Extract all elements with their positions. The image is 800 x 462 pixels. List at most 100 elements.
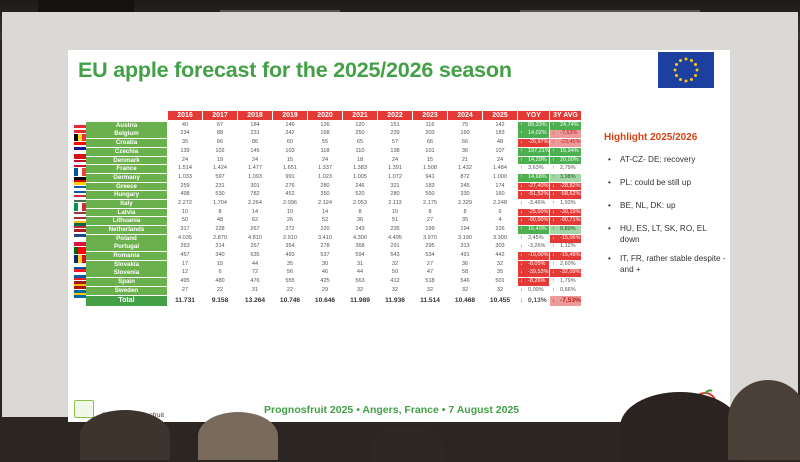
arrow-down-icon: ↓ bbox=[552, 130, 555, 137]
flag-denmark-icon bbox=[74, 159, 86, 168]
percent-text: 0,00% bbox=[528, 286, 544, 293]
table-cell: 518 bbox=[425, 278, 435, 285]
flag-stripe bbox=[74, 194, 86, 198]
three-year-avg-change: ↓ -15,48% bbox=[550, 252, 581, 260]
flag-stripe bbox=[74, 185, 86, 189]
table-cell: 36 bbox=[461, 147, 469, 154]
yoy-change: ↑ 14,68% bbox=[518, 173, 549, 182]
table-cell: 32 bbox=[496, 260, 504, 267]
table-cell: 991 bbox=[285, 173, 295, 180]
percent-text: -32,09% bbox=[560, 269, 581, 276]
three-year-avg-change: ↓ -15,06% bbox=[550, 234, 581, 243]
table-cell: 151 bbox=[390, 121, 400, 128]
audience-head bbox=[728, 380, 800, 460]
country-label: France bbox=[86, 165, 167, 174]
table-cell: 350 bbox=[320, 191, 330, 198]
table-cell: 142 bbox=[495, 121, 505, 128]
flag-stripe bbox=[74, 147, 86, 150]
table-cell: 35 bbox=[496, 269, 504, 276]
flag-stripe bbox=[78, 246, 82, 255]
prognosfruit-logo-icon bbox=[74, 400, 94, 418]
percent-text: 0,13% bbox=[528, 296, 547, 304]
flag-stripe bbox=[74, 144, 86, 148]
table-cell: 368 bbox=[355, 243, 365, 250]
flag-slovakia-icon bbox=[74, 264, 86, 272]
projection-screen: EU apple forecast for the 2025/2026 seas… bbox=[2, 12, 798, 422]
three-year-avg-change: ↑ 1,12% bbox=[550, 243, 581, 251]
table-cell: 46 bbox=[321, 269, 329, 276]
table-cell: 272 bbox=[285, 226, 295, 233]
flag-germany-icon bbox=[74, 177, 86, 185]
three-year-avg-change: ↓ -90,71% bbox=[550, 217, 581, 226]
table-cell: 452 bbox=[285, 191, 295, 198]
three-year-avg-change: ↓ -23,45% bbox=[550, 139, 581, 147]
flag-stripe bbox=[82, 246, 86, 255]
percent-text: -90,71% bbox=[560, 217, 581, 224]
table-cell: 280 bbox=[320, 182, 330, 189]
table-cell: 555 bbox=[285, 278, 295, 285]
percent-text: -90,00% bbox=[528, 217, 549, 224]
table-cell: 12 bbox=[181, 269, 189, 276]
column-header: 3Y AVG bbox=[550, 111, 581, 120]
country-label: Poland bbox=[86, 234, 167, 243]
three-year-avg-change: ↓ -58,62% bbox=[550, 191, 581, 200]
flag-stripe bbox=[74, 159, 86, 163]
table-cell: 1.337 bbox=[318, 165, 332, 172]
table-cell: 872 bbox=[460, 173, 470, 180]
table-cell: 491 bbox=[460, 252, 470, 259]
percent-text: 197,21% bbox=[528, 147, 549, 154]
table-cell: 24 bbox=[181, 156, 189, 163]
arrow-down-icon: ↓ bbox=[520, 191, 523, 198]
table-cell: 295 bbox=[425, 243, 435, 250]
arrow-down-icon: ↓ bbox=[520, 139, 523, 146]
table-cell: 4 bbox=[498, 217, 502, 224]
three-year-avg-change: ↓ -7,53% bbox=[550, 295, 581, 306]
table-cell: 530 bbox=[215, 191, 225, 198]
percent-text: -3,26% bbox=[528, 243, 546, 250]
eu-star-icon bbox=[684, 79, 688, 83]
table-cell: 220 bbox=[320, 226, 330, 233]
flag-latvia-icon bbox=[74, 211, 86, 220]
table-cell: 2.053 bbox=[353, 199, 367, 206]
column-header: 2018 bbox=[238, 111, 272, 120]
flag-stripe bbox=[78, 203, 82, 211]
yoy-change: ↓ -90,00% bbox=[518, 217, 549, 226]
table-cell: 635 bbox=[250, 252, 260, 259]
table-cell: 231 bbox=[215, 182, 225, 189]
highlight-title: Highlight 2025/2026 bbox=[604, 132, 698, 143]
table-cell: 1.484 bbox=[493, 165, 507, 172]
percent-text: 3,63% bbox=[528, 165, 544, 172]
flag-romania-icon bbox=[74, 255, 86, 263]
flag-stripe bbox=[74, 266, 86, 270]
table-cell: 32 bbox=[426, 286, 434, 293]
table-cell: 203 bbox=[425, 130, 435, 137]
table-cell: 534 bbox=[425, 252, 435, 259]
table-cell: 22 bbox=[286, 286, 294, 293]
table-cell: 29 bbox=[321, 286, 329, 293]
flag-stripe bbox=[74, 216, 86, 220]
table-cell: 263 bbox=[180, 243, 190, 250]
arrow-down-icon: ↓ bbox=[552, 252, 555, 259]
flag-stripe bbox=[78, 133, 82, 142]
percent-text: -23,45% bbox=[560, 139, 581, 146]
table-cell: 4.300 bbox=[353, 234, 367, 241]
three-year-avg-change: ↑ 1,93% bbox=[550, 200, 581, 208]
three-year-avg-change: ↓ -28,82% bbox=[550, 182, 581, 191]
table-cell: 476 bbox=[250, 278, 260, 285]
arrow-down-icon: ↓ bbox=[552, 296, 556, 304]
table-cell: 44 bbox=[251, 260, 259, 267]
flag-stripe bbox=[74, 246, 78, 255]
table-cell: 40 bbox=[181, 121, 189, 128]
arrow-down-icon: ↓ bbox=[520, 252, 523, 259]
table-cell: 10 bbox=[286, 208, 294, 215]
yoy-change: ↓ -3,46% bbox=[518, 200, 549, 208]
arrow-down-icon: ↓ bbox=[520, 278, 523, 285]
total-value: 13.264 bbox=[244, 296, 266, 304]
percent-text: 2,60% bbox=[560, 260, 576, 267]
table-cell: 1.477 bbox=[248, 165, 262, 172]
yoy-change: ↓ 0,00% bbox=[518, 287, 549, 295]
percent-text: -26,97% bbox=[528, 139, 549, 146]
table-cell: 30 bbox=[321, 260, 329, 267]
arrow-down-icon: ↓ bbox=[520, 199, 523, 206]
table-cell: 27 bbox=[426, 260, 434, 267]
